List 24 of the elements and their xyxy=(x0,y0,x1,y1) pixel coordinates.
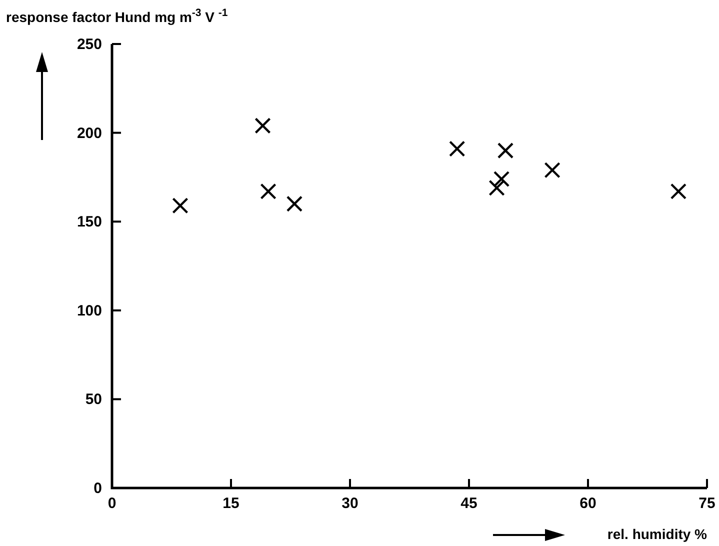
point xyxy=(497,142,514,159)
x-tick-label: 45 xyxy=(460,495,478,512)
x-tick-label: 75 xyxy=(698,495,716,512)
x-tick-label: 60 xyxy=(580,495,596,512)
point xyxy=(670,183,687,200)
point xyxy=(172,198,188,214)
point xyxy=(449,140,466,157)
x-tick-label: 30 xyxy=(342,495,358,512)
x-tick-label: 0 xyxy=(108,495,116,512)
y-tick-label: 100 xyxy=(76,302,102,320)
point xyxy=(286,196,303,212)
point xyxy=(488,180,505,196)
point xyxy=(254,118,271,134)
x-axis-title: rel. humidity % xyxy=(607,526,708,542)
y-tick-label: 250 xyxy=(76,36,102,53)
x-tick-label: 15 xyxy=(222,495,240,512)
point xyxy=(260,183,276,200)
y-axis-title: response factor Hund mg m$^{-3}$ V $^{-1}$ xyxy=(6,7,228,25)
y-tick-label: 0 xyxy=(94,480,102,497)
y-tick-label: 50 xyxy=(85,391,102,408)
point xyxy=(493,170,510,188)
point xyxy=(544,162,560,178)
y-tick-label: 150 xyxy=(76,214,102,231)
y-tick-label: 200 xyxy=(76,124,102,142)
